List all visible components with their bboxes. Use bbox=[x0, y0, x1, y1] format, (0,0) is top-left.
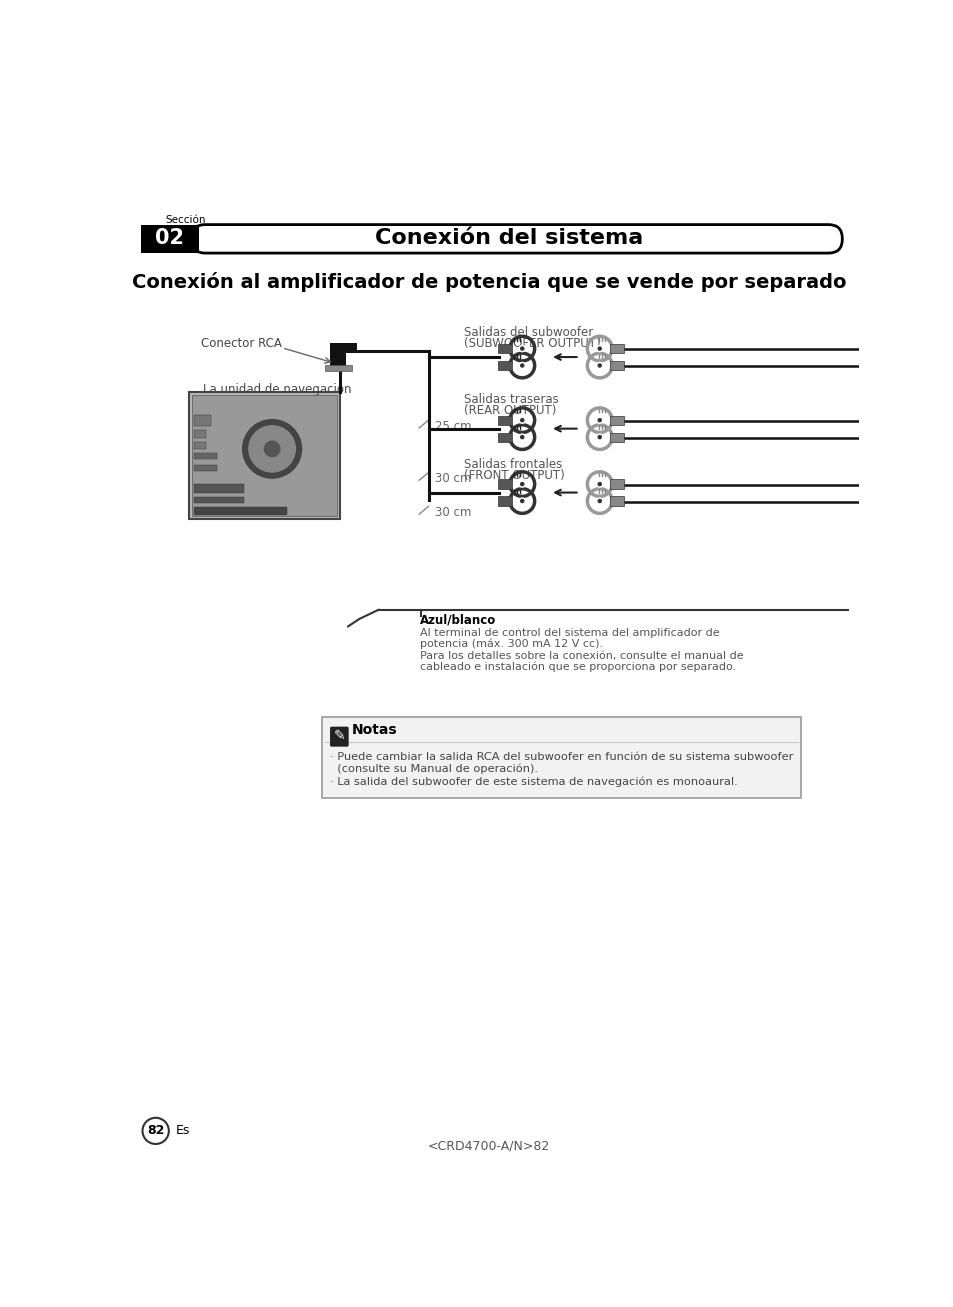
Bar bbox=[192, 395, 336, 516]
Bar bbox=[193, 430, 206, 438]
Circle shape bbox=[598, 418, 600, 422]
Circle shape bbox=[520, 499, 523, 503]
Circle shape bbox=[598, 435, 600, 439]
Circle shape bbox=[242, 420, 301, 478]
Text: Al terminal de control del sistema del amplificador de: Al terminal de control del sistema del a… bbox=[419, 627, 719, 638]
Bar bbox=[497, 361, 512, 370]
Bar bbox=[189, 392, 340, 519]
Bar bbox=[193, 484, 244, 493]
Circle shape bbox=[520, 348, 523, 350]
Text: Salidas traseras: Salidas traseras bbox=[464, 393, 558, 406]
Bar bbox=[193, 497, 244, 503]
Text: (FRONT OUTPUT): (FRONT OUTPUT) bbox=[464, 469, 564, 482]
Circle shape bbox=[596, 434, 602, 440]
Circle shape bbox=[598, 348, 600, 350]
Circle shape bbox=[518, 417, 525, 423]
Text: Notas: Notas bbox=[352, 723, 397, 737]
Text: 25 cm: 25 cm bbox=[435, 420, 472, 433]
Bar bbox=[193, 442, 206, 450]
Circle shape bbox=[598, 499, 600, 503]
Text: Azul/blanco: Azul/blanco bbox=[419, 614, 496, 627]
Text: La unidad de navegación: La unidad de navegación bbox=[203, 383, 351, 396]
Bar bbox=[193, 465, 216, 471]
Circle shape bbox=[142, 1117, 169, 1144]
Bar bbox=[609, 497, 623, 506]
Text: Salidas frontales: Salidas frontales bbox=[464, 459, 561, 472]
Circle shape bbox=[518, 498, 525, 505]
Circle shape bbox=[518, 481, 525, 488]
Circle shape bbox=[520, 435, 523, 439]
Text: Conector RCA: Conector RCA bbox=[201, 337, 282, 350]
Bar bbox=[497, 344, 512, 353]
Text: 82: 82 bbox=[147, 1124, 164, 1137]
Circle shape bbox=[518, 434, 525, 440]
Bar bbox=[609, 344, 623, 353]
Circle shape bbox=[598, 482, 600, 486]
Bar bbox=[193, 507, 286, 515]
Circle shape bbox=[596, 481, 602, 488]
Text: (REAR OUTPUT): (REAR OUTPUT) bbox=[464, 404, 556, 417]
Bar bbox=[330, 344, 356, 350]
Bar bbox=[322, 718, 801, 799]
Text: Salidas del subwoofer: Salidas del subwoofer bbox=[464, 325, 593, 339]
Bar bbox=[609, 433, 623, 442]
Bar bbox=[324, 365, 352, 371]
Circle shape bbox=[518, 345, 525, 352]
Text: (SUBWOOFER OUTPUT): (SUBWOOFER OUTPUT) bbox=[464, 337, 600, 350]
Text: 30 cm: 30 cm bbox=[435, 506, 472, 519]
Text: cableado e instalación que se proporciona por separado.: cableado e instalación que se proporcion… bbox=[419, 661, 736, 672]
Text: Conexión del sistema: Conexión del sistema bbox=[375, 229, 642, 248]
Circle shape bbox=[598, 363, 600, 367]
Text: Es: Es bbox=[175, 1124, 190, 1137]
Circle shape bbox=[596, 498, 602, 505]
Bar bbox=[497, 433, 512, 442]
FancyBboxPatch shape bbox=[192, 225, 841, 254]
Circle shape bbox=[520, 418, 523, 422]
Bar bbox=[141, 225, 199, 254]
Circle shape bbox=[264, 442, 279, 456]
Bar bbox=[193, 414, 211, 426]
Circle shape bbox=[520, 482, 523, 486]
Bar bbox=[497, 480, 512, 489]
Bar bbox=[609, 416, 623, 425]
Bar bbox=[330, 348, 345, 369]
Circle shape bbox=[518, 362, 525, 369]
Bar bbox=[609, 361, 623, 370]
Text: Sección: Sección bbox=[166, 214, 206, 225]
Text: 30 cm: 30 cm bbox=[435, 472, 472, 485]
Text: <CRD4700-A/N>82: <CRD4700-A/N>82 bbox=[427, 1140, 550, 1153]
Text: potencia (máx. 300 mA 12 V cc).: potencia (máx. 300 mA 12 V cc). bbox=[419, 638, 602, 648]
Text: Conexión al amplificador de potencia que se vende por separado: Conexión al amplificador de potencia que… bbox=[132, 272, 845, 293]
Text: (consulte su Manual de operación).: (consulte su Manual de operación). bbox=[330, 763, 537, 774]
FancyBboxPatch shape bbox=[330, 727, 348, 746]
Text: · Puede cambiar la salida RCA del subwoofer en función de su sistema subwoofer: · Puede cambiar la salida RCA del subwoo… bbox=[330, 753, 793, 762]
Circle shape bbox=[249, 426, 295, 472]
Bar bbox=[193, 454, 216, 460]
Bar bbox=[497, 497, 512, 506]
Bar bbox=[497, 416, 512, 425]
Circle shape bbox=[520, 363, 523, 367]
Circle shape bbox=[596, 345, 602, 352]
Bar bbox=[609, 480, 623, 489]
Circle shape bbox=[596, 417, 602, 423]
Text: Para los detalles sobre la conexión, consulte el manual de: Para los detalles sobre la conexión, con… bbox=[419, 651, 742, 661]
Text: ✎: ✎ bbox=[334, 729, 345, 742]
Circle shape bbox=[596, 362, 602, 369]
Text: · La salida del subwoofer de este sistema de navegación es monoaural.: · La salida del subwoofer de este sistem… bbox=[330, 776, 737, 787]
Text: 02: 02 bbox=[155, 229, 184, 248]
